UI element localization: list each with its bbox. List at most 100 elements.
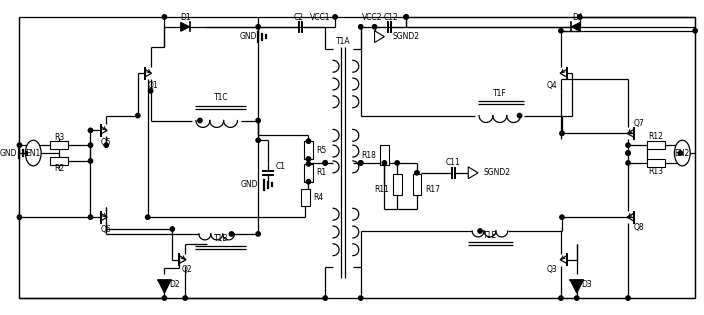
Circle shape <box>395 161 399 165</box>
Text: Q8: Q8 <box>634 222 644 232</box>
Circle shape <box>517 113 522 118</box>
Circle shape <box>104 143 108 147</box>
Circle shape <box>163 296 167 300</box>
Text: T1B: T1B <box>215 234 229 243</box>
Text: T1A: T1A <box>336 37 351 46</box>
Bar <box>380 145 389 165</box>
Text: Q2: Q2 <box>182 265 192 274</box>
Circle shape <box>146 215 150 219</box>
Text: SGND2: SGND2 <box>392 32 420 41</box>
Circle shape <box>626 296 630 300</box>
Circle shape <box>323 161 327 165</box>
Circle shape <box>183 296 187 300</box>
Circle shape <box>404 15 408 19</box>
Text: EN1: EN1 <box>25 149 41 158</box>
Polygon shape <box>570 280 583 293</box>
Circle shape <box>323 296 327 300</box>
Text: T1F: T1F <box>493 89 507 98</box>
Circle shape <box>574 296 579 300</box>
Circle shape <box>256 25 260 29</box>
Bar <box>393 174 402 196</box>
Circle shape <box>560 131 564 135</box>
Circle shape <box>559 29 563 33</box>
Circle shape <box>88 159 93 163</box>
Text: R2: R2 <box>54 164 64 173</box>
Polygon shape <box>375 31 384 43</box>
Text: R1: R1 <box>316 168 327 177</box>
Circle shape <box>626 143 630 147</box>
Text: C11: C11 <box>446 158 461 168</box>
Circle shape <box>306 139 310 143</box>
Circle shape <box>18 143 22 147</box>
Ellipse shape <box>674 140 690 166</box>
Bar <box>304 141 313 159</box>
Circle shape <box>306 162 310 166</box>
Text: Q4: Q4 <box>547 81 558 89</box>
Circle shape <box>230 232 234 236</box>
Text: GND: GND <box>241 180 258 189</box>
Bar <box>301 189 310 206</box>
Circle shape <box>478 229 482 233</box>
Text: GND: GND <box>0 149 18 158</box>
Circle shape <box>136 113 140 118</box>
Text: C1: C1 <box>276 162 286 171</box>
Text: C2: C2 <box>294 14 303 22</box>
Text: C12: C12 <box>384 14 398 22</box>
Circle shape <box>256 138 260 142</box>
Text: R13: R13 <box>648 167 663 176</box>
Circle shape <box>372 25 377 29</box>
Polygon shape <box>158 280 171 293</box>
Circle shape <box>358 296 363 300</box>
Circle shape <box>626 151 630 155</box>
Ellipse shape <box>25 140 41 166</box>
Circle shape <box>256 232 260 236</box>
Circle shape <box>626 151 630 155</box>
Text: Q1: Q1 <box>147 81 158 89</box>
Circle shape <box>415 171 419 175</box>
Bar <box>50 157 68 165</box>
Circle shape <box>88 215 93 219</box>
Text: T1C: T1C <box>214 93 229 102</box>
Text: D4: D4 <box>572 14 583 22</box>
Circle shape <box>149 89 153 93</box>
Circle shape <box>358 161 363 165</box>
Circle shape <box>88 128 93 133</box>
Circle shape <box>693 29 697 33</box>
Text: VCC1: VCC1 <box>310 14 331 22</box>
Text: R17: R17 <box>425 185 440 194</box>
Text: Q3: Q3 <box>547 265 558 274</box>
Circle shape <box>382 161 386 165</box>
Bar <box>50 141 68 149</box>
Circle shape <box>306 180 310 184</box>
Text: D3: D3 <box>582 280 592 289</box>
Text: Q5: Q5 <box>101 138 112 147</box>
Text: D1: D1 <box>180 14 191 22</box>
Circle shape <box>18 215 22 219</box>
Text: R18: R18 <box>362 151 377 159</box>
Circle shape <box>358 161 363 165</box>
Polygon shape <box>468 167 478 179</box>
Text: D2: D2 <box>169 280 180 289</box>
Bar <box>304 164 313 182</box>
Text: GND: GND <box>239 32 257 41</box>
Circle shape <box>678 151 682 155</box>
Circle shape <box>560 215 564 219</box>
Bar <box>647 141 665 149</box>
Polygon shape <box>181 22 189 31</box>
Circle shape <box>559 296 563 300</box>
Bar <box>413 174 422 196</box>
Circle shape <box>198 118 202 123</box>
Text: EN2: EN2 <box>674 149 690 158</box>
Circle shape <box>333 15 337 19</box>
Text: Q6: Q6 <box>101 225 112 233</box>
Polygon shape <box>572 22 580 31</box>
Circle shape <box>358 25 363 29</box>
Text: SGND2: SGND2 <box>483 168 510 177</box>
Bar <box>647 159 665 167</box>
Circle shape <box>404 15 408 19</box>
Circle shape <box>306 157 310 161</box>
Text: R11: R11 <box>375 185 389 194</box>
Text: R3: R3 <box>54 133 64 142</box>
Text: T1E: T1E <box>483 232 497 240</box>
Circle shape <box>170 227 175 231</box>
